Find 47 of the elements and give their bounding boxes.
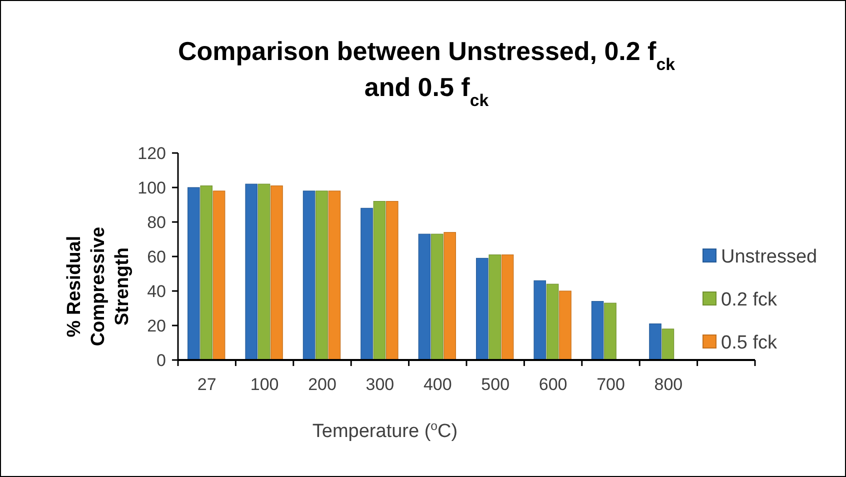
- bar: [431, 234, 444, 360]
- legend-label: 0.5 fck: [721, 332, 778, 354]
- bar: [316, 190, 328, 360]
- y-tick-label: 20: [147, 316, 166, 336]
- bar: [501, 254, 514, 360]
- bar: [200, 185, 212, 360]
- bar: [546, 284, 559, 360]
- bar: [302, 190, 316, 360]
- bar: [534, 280, 546, 360]
- bar: [604, 302, 616, 360]
- x-tick-label: 600: [538, 375, 568, 394]
- bar: [188, 187, 200, 360]
- bar: [418, 234, 431, 360]
- x-tick-label: 400: [423, 375, 452, 394]
- bar: [258, 184, 270, 360]
- x-tick-label: 200: [308, 375, 336, 394]
- bar: [444, 232, 456, 360]
- x-tick-label: 300: [366, 375, 394, 394]
- bar: [245, 184, 258, 360]
- y-tick-label: 120: [138, 144, 166, 163]
- bar: [649, 323, 662, 360]
- x-tick-label: 100: [250, 375, 279, 394]
- x-tick-label: 500: [481, 375, 510, 394]
- bar: [476, 258, 488, 360]
- x-tick-label: 800: [654, 375, 683, 394]
- y-tick-label: 100: [138, 178, 166, 198]
- bar: [591, 301, 604, 360]
- bar: [360, 208, 373, 360]
- bar: [386, 201, 398, 360]
- legend-label: Unstressed: [721, 246, 818, 268]
- x-axis-title: Temperature ($^{o}$C): [312, 419, 458, 442]
- x-tick-label: 27: [197, 375, 216, 394]
- bar: [373, 201, 386, 360]
- y-tick-label: 60: [147, 247, 166, 266]
- bar: [328, 190, 341, 360]
- y-tick-label: 40: [147, 282, 166, 301]
- y-axis-title: % Residual Compressive Strength: [64, 226, 133, 346]
- y-tick-label: 0: [156, 350, 166, 370]
- chart-title: Comparison between Unstressed, 0.2 f$_{ck}$ and 0.5 f$_{ck}$: [178, 36, 676, 110]
- bar: [559, 290, 572, 360]
- bar: [270, 185, 283, 360]
- bar: [212, 190, 226, 360]
- x-tick-label: 700: [596, 375, 625, 394]
- bar: [662, 328, 674, 360]
- y-tick-label: 80: [147, 212, 166, 232]
- legend-label: 0.2 fck: [721, 290, 778, 311]
- bar: [488, 254, 501, 360]
